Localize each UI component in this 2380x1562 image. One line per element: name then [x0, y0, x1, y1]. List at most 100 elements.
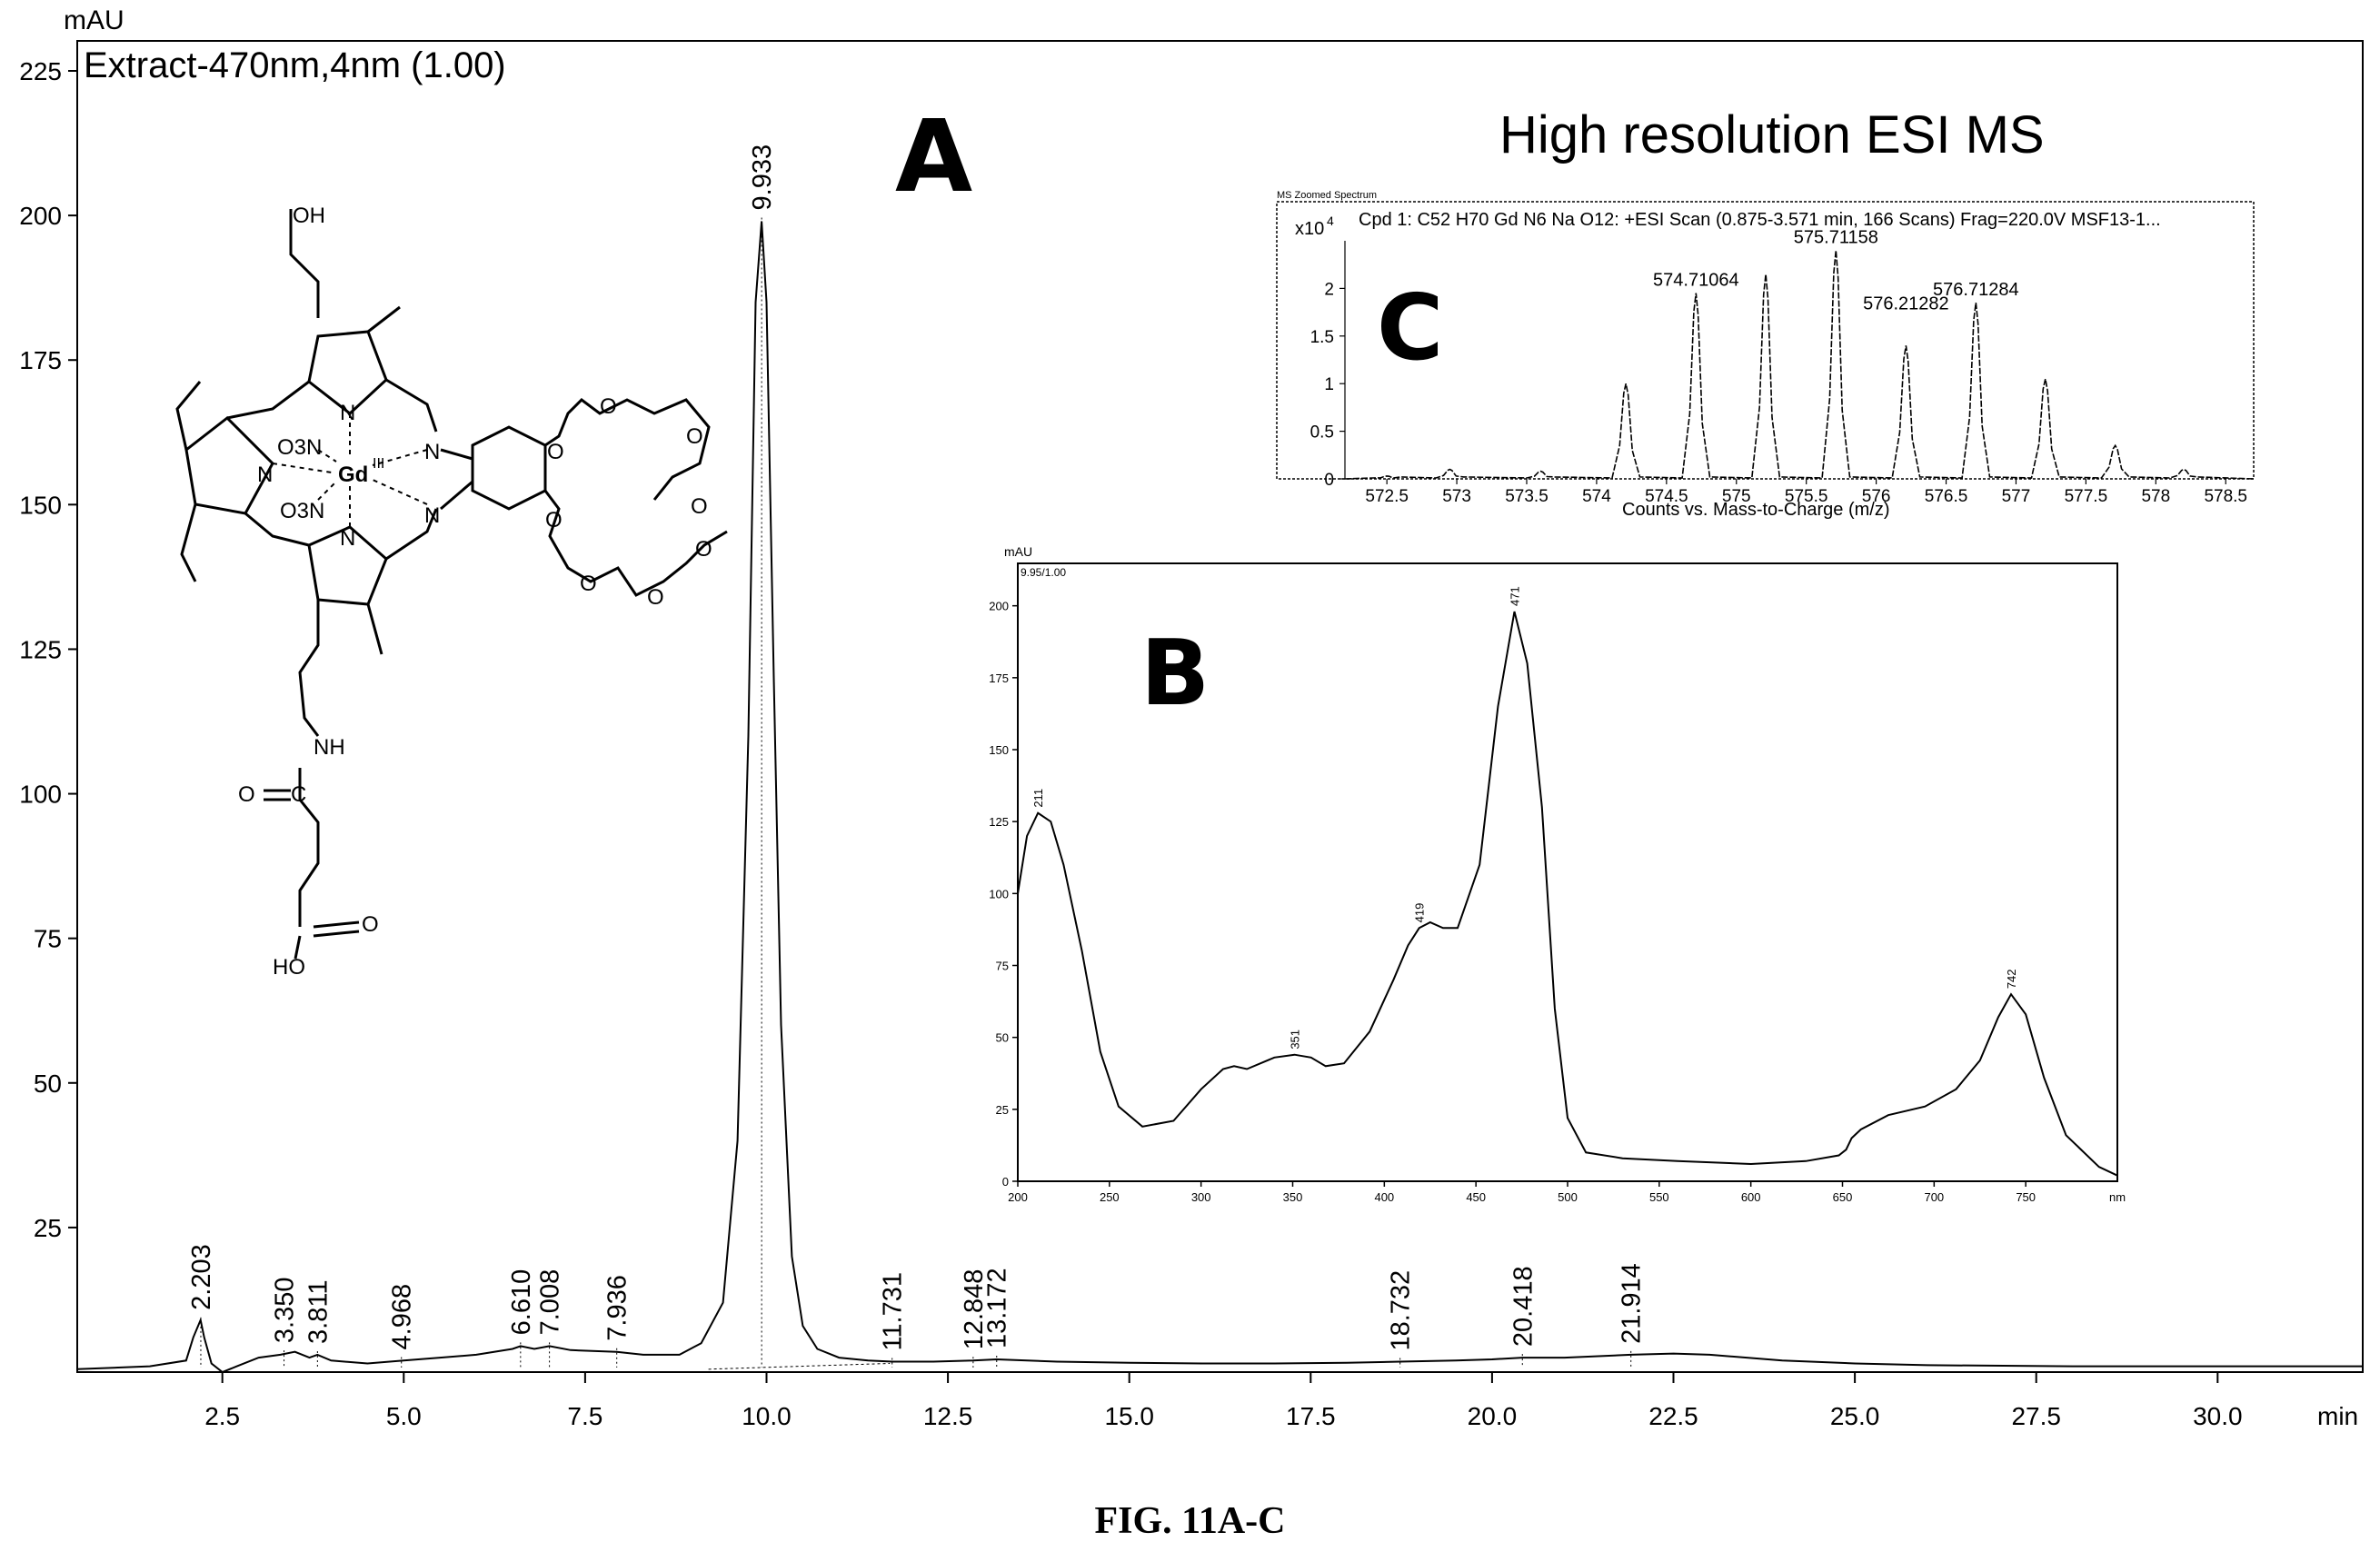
- chromatogram-panel-a: mAU Extract-470nm,4nm (1.00) min 2550751…: [19, 5, 2364, 1430]
- bond-meso-left: [226, 380, 310, 420]
- atom-label: O: [362, 912, 379, 937]
- atom-label: HO: [273, 955, 305, 980]
- atom-label: O: [547, 440, 564, 464]
- bond-acid-carbonyl: [313, 920, 360, 929]
- atom-label: N: [424, 440, 440, 464]
- uv-vis-y-tick-label: 150: [989, 743, 1009, 757]
- bond-ethyl-lower: [180, 503, 197, 582]
- atom-label: O: [691, 494, 708, 519]
- mass-spec-x-ticks: 572.5 573 573.5 574 574.5 575 575.5 576 576.5 577…: [1365, 479, 2247, 506]
- chromatogram-x-unit: min: [2317, 1402, 2358, 1430]
- uv-vis-y-tick-label: 25: [996, 1103, 1009, 1117]
- bond-methyl-top: [367, 305, 401, 333]
- atom-label: N: [340, 526, 355, 551]
- mass-spec-scan-info: Cpd 1: C52 H70 Gd N6 Na O12: +ESI Scan (…: [1359, 210, 2161, 230]
- chromatogram-x-tick-label: 27.5: [2011, 1402, 2061, 1430]
- chromatogram-x-tick-label: 17.5: [1286, 1402, 1336, 1430]
- chromatogram-frame: [76, 40, 2364, 1373]
- atom-label: O: [686, 424, 703, 449]
- atom-label: N: [257, 463, 273, 487]
- chromatogram-y-tick-label: 50: [34, 1070, 62, 1098]
- bond-acid-oh: [294, 935, 302, 960]
- uv-vis-y-ticks: 0 25 50 75 100 125 150 175 200: [989, 600, 1018, 1189]
- uv-vis-trace: [1017, 611, 2118, 1177]
- chromatogram-peak-label: 12.848: [960, 1269, 989, 1350]
- mass-spec-x-tick-label: 578.5: [2204, 487, 2247, 506]
- chromatogram-x-ticks: 2.5 5.0 7.5 10.0 12.5 15.0 17.5 20.0 22.5 25.0 27.…: [204, 1372, 2243, 1430]
- mass-spec-x-tick-label: 574: [1582, 487, 1611, 506]
- uv-vis-y-tick-label: 200: [989, 600, 1009, 613]
- uv-vis-x-tick-label: 500: [1558, 1190, 1578, 1204]
- mass-spec-frame: [1276, 201, 2255, 480]
- bond-imine-top: [385, 378, 438, 433]
- panel-c-backdrop: [1272, 191, 2258, 522]
- panel-a-letter: A: [895, 98, 972, 214]
- atom-label: Gd: [338, 463, 368, 487]
- atom-label: O3N: [277, 435, 322, 460]
- chromatogram-baseline: [708, 1362, 891, 1370]
- chromatogram-x-tick-label: 15.0: [1104, 1402, 1154, 1430]
- figure-caption: FIG. 11A-C: [1094, 1500, 1286, 1542]
- mass-spec-x-tick-label: 577.5: [2065, 487, 2108, 506]
- atom-label: O: [647, 585, 664, 610]
- uv-vis-y-tick-label: 175: [989, 672, 1009, 685]
- chromatogram-y-unit: mAU: [64, 5, 124, 35]
- chromatogram-peak-label: 7.936: [603, 1275, 632, 1341]
- mass-spec-y-tick-label: 1.5: [1310, 328, 1334, 347]
- chromatogram-y-tick-label: 125: [19, 635, 62, 663]
- uv-vis-y-unit: mAU: [1004, 544, 1032, 559]
- uv-vis-x-tick-label: 200: [1008, 1190, 1028, 1204]
- mass-spec-y-tick-label: 0.5: [1310, 423, 1334, 443]
- atom-label: N: [424, 503, 440, 528]
- atom-label: O: [238, 782, 255, 807]
- uv-vis-x-tick-label: 450: [1466, 1190, 1486, 1204]
- mass-spec-y-multiplier: x10: [1295, 219, 1324, 239]
- chromatogram-y-tick-label: 25: [34, 1214, 62, 1242]
- chromatogram-peak-label: 6.610: [507, 1269, 536, 1336]
- atom-label: O: [580, 572, 597, 596]
- uv-vis-peak-labels: 211 351 419 471 742: [1031, 586, 2018, 1049]
- chromatogram-y-tick-label: 100: [19, 781, 62, 809]
- mass-spec-x-tick-label: 578: [2141, 487, 2170, 506]
- atom-label: NH: [314, 735, 345, 760]
- chromatogram-y-ticks: 25 50 75 100 125 150 175 200 225: [19, 57, 77, 1242]
- chromatogram-peak-label: 18.732: [1387, 1270, 1416, 1351]
- mass-spec-x-tick-label: 573: [1442, 487, 1471, 506]
- uv-vis-x-tick-label: 750: [2016, 1190, 2036, 1204]
- mass-spec-x-tick-label: 576: [1862, 487, 1891, 506]
- bond-methyl-bottom: [366, 603, 383, 655]
- mass-spec-y-multiplier-exp: 4: [1327, 214, 1334, 228]
- chromatogram-peak-label: 3.811: [304, 1280, 333, 1344]
- mass-spec-x-tick-label: 575: [1722, 487, 1751, 506]
- chromatogram-x-tick-label: 25.0: [1830, 1402, 1880, 1430]
- chromatogram-x-tick-label: 20.0: [1468, 1402, 1518, 1430]
- ms-heading: High resolution ESI MS: [1499, 105, 2045, 164]
- mass-spec-y-tick-label: 2: [1324, 280, 1334, 299]
- mass-spec-x-tick-label: 575.5: [1785, 487, 1828, 506]
- bond-meso-lower: [244, 512, 310, 547]
- bond-n-aryl-top: [440, 448, 473, 461]
- chromatogram-y-tick-label: 200: [19, 202, 62, 230]
- uv-vis-panel-b: mAU 9.95/1.00 0 25 50 75 100 125 150 175 200 200…: [945, 541, 2126, 1204]
- mass-spec-peak-label: 574.71064: [1653, 271, 1739, 291]
- chromatogram-peak-labels: 2.203 3.350 3.811 4.968 6.610 7.008 7.936 9.933…: [187, 144, 1647, 1368]
- chromatogram-peak-label: 4.968: [388, 1284, 417, 1350]
- uv-vis-peak-label: 211: [1031, 789, 1045, 808]
- atom-label: O: [600, 394, 617, 419]
- uv-vis-x-ticks: 200 250 300 350 400 450 500 550 600 650 700 750 nm: [1008, 1181, 2126, 1204]
- mass-spec-y-tick-label: 1: [1324, 375, 1334, 394]
- mass-spec-y-ticks: 0 0.5 1 1.5 2: [1310, 241, 1346, 490]
- chromatogram-peak-label: 7.008: [536, 1269, 565, 1336]
- bond-peg-upper: [544, 398, 711, 501]
- chromatogram-x-tick-label: 12.5: [923, 1402, 973, 1430]
- chromatogram-trace: [76, 221, 2363, 1374]
- uv-vis-x-tick-label: 250: [1100, 1190, 1120, 1204]
- uv-vis-y-tick-label: 75: [996, 960, 1009, 973]
- mass-spec-x-tick-label: 574.5: [1645, 487, 1688, 506]
- chromatogram-peak-label: 20.418: [1509, 1266, 1538, 1347]
- chromatogram-x-tick-label: 2.5: [204, 1402, 240, 1430]
- chromatogram-x-tick-label: 5.0: [386, 1402, 422, 1430]
- panel-b-backdrop: [945, 541, 2123, 1199]
- uv-vis-peak-label: 419: [1413, 903, 1427, 923]
